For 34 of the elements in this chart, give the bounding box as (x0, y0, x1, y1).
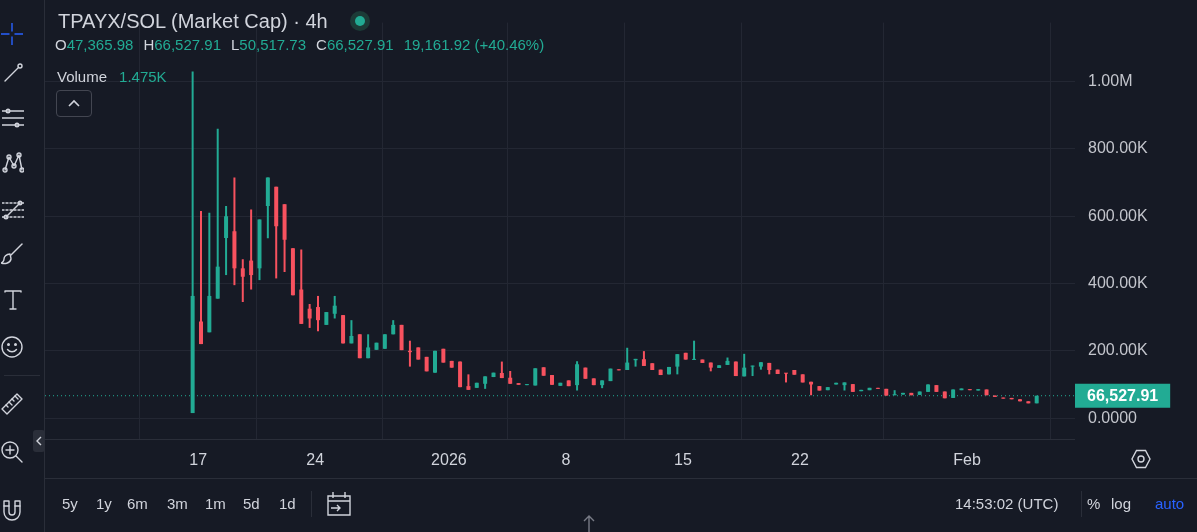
x-tick-label: 8 (561, 451, 571, 469)
text: 1y (96, 495, 112, 513)
annotation: O47,365.98 (55, 36, 134, 53)
chart-title: TPAYX/SOL (Market Cap) · 4h (58, 10, 328, 32)
text: auto (1155, 495, 1185, 513)
annotation: Volume (57, 68, 108, 85)
y-tick-label: 1.00M (1088, 71, 1133, 89)
x-tick-label: Feb (953, 451, 981, 469)
text: 1m (205, 495, 226, 513)
y-tick-label: 400.00K (1088, 273, 1148, 291)
annotation: H66,527.91 (143, 36, 221, 53)
text: log (1111, 495, 1132, 513)
y-tick-label: 200.00K (1088, 341, 1148, 359)
annotation: 19,161.92 (+40.46%) (403, 36, 545, 53)
x-tick-label: 2026 (431, 451, 467, 469)
text: % (1087, 495, 1101, 513)
x-tick-label: 15 (674, 451, 692, 469)
candlestick (692, 340, 697, 360)
ref-line-label: 66,527.91 (1087, 387, 1159, 405)
text: 5y (62, 495, 78, 513)
annotation: L50,517.73 (230, 36, 307, 53)
x-tick-label: 17 (189, 451, 208, 469)
annotation: C66,527.91 (316, 36, 394, 53)
text: 14:53:02 (UTC) (955, 495, 1059, 513)
y-tick-label: 600.00K (1088, 206, 1148, 224)
text: 3m (167, 495, 188, 513)
y-tick-label: 800.00K (1088, 139, 1148, 157)
x-tick-label: 24 (306, 451, 325, 469)
y-tick-label: 0.0000 (1088, 408, 1138, 426)
text: 1d (279, 495, 296, 513)
annotation: 1.475K (119, 68, 167, 85)
text: 6m (127, 495, 148, 513)
x-tick-label: 22 (791, 451, 809, 469)
text: 5d (243, 495, 260, 513)
